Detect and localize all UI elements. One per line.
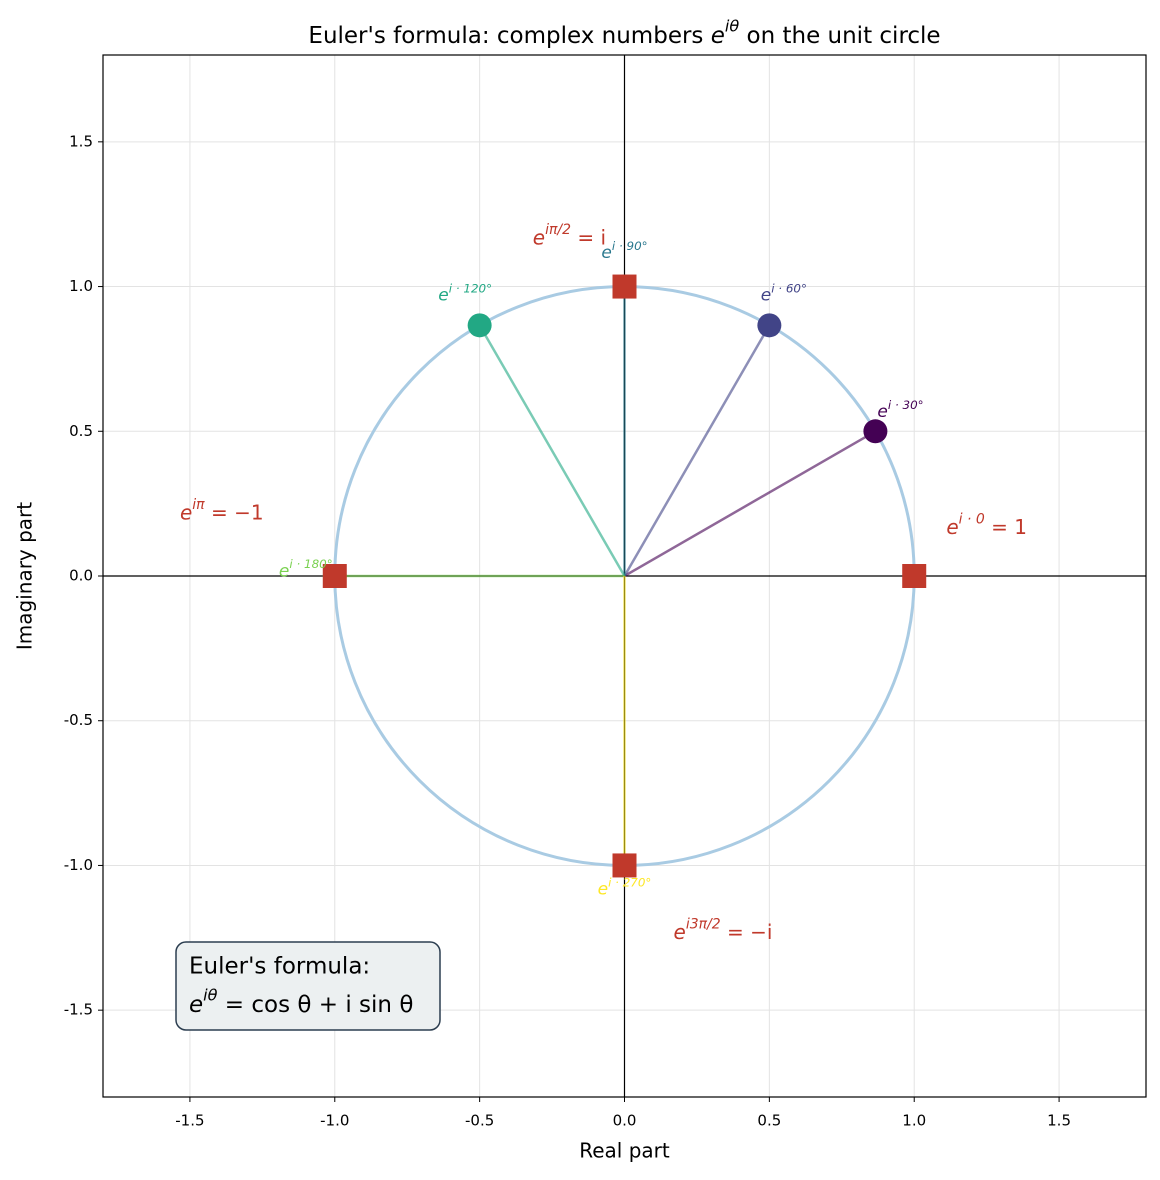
vector-label-base: e [279, 561, 289, 581]
special-label-base: e [946, 514, 958, 538]
vector-arrow [478, 322, 626, 577]
chart-title: Euler's formula: complex numbers eiθ on … [308, 16, 940, 49]
special-label-rest: = −i [721, 920, 773, 944]
vector-label-base: e [438, 286, 448, 306]
x-tick-label: -1.0 [320, 1112, 349, 1130]
y-tick-label: 0.0 [69, 567, 93, 585]
y-tick-label: 1.5 [69, 132, 93, 150]
x-axis-label: Real part [579, 1139, 670, 1163]
formula-box [175, 941, 441, 1031]
special-label: eiπ/2 = i [533, 222, 606, 249]
vector-label-base: e [598, 880, 608, 900]
y-tick-label: -0.5 [64, 711, 93, 729]
vector-label-base: e [877, 402, 887, 422]
special-label: eiπ = −1 [180, 497, 264, 524]
vector-label-sup: i · 60° [771, 281, 807, 295]
vector-label: ei · 120° [438, 281, 492, 306]
chart-title-lead: Euler's formula: complex numbers [308, 23, 710, 49]
special-label-base: e [674, 920, 686, 944]
formula-heading: Euler's formula: [189, 954, 370, 980]
special-point [902, 564, 927, 588]
vector-label-base: e [761, 286, 771, 306]
vector-label-sup: i · 30° [888, 397, 924, 411]
special-label-base: e [533, 225, 545, 249]
y-tick-label: 0.5 [69, 422, 93, 440]
special-label-rest: = −1 [205, 500, 264, 524]
special-label-sup: i · 0 [959, 512, 985, 528]
special-label: ei3π/2 = −i [674, 917, 773, 944]
formula-text-rest: = cos θ + i sin θ [217, 992, 413, 1018]
special-label-sup: iπ/2 [545, 222, 571, 238]
vector-point [863, 419, 888, 444]
special-label-sup: i3π/2 [686, 917, 721, 933]
special-label-rest: = i [571, 225, 606, 249]
vector-arrow [623, 322, 771, 577]
y-tick-label: -1.5 [64, 1001, 93, 1019]
chart-title-sup: iθ [725, 16, 739, 35]
special-label-rest: = 1 [985, 514, 1027, 538]
vector-label: ei · 90° [601, 238, 647, 263]
chart-title-base: e [711, 23, 725, 49]
y-axis-label: Imaginary part [13, 502, 37, 650]
formula-text-sup: iθ [203, 985, 217, 1004]
special-point [322, 564, 347, 588]
vector-label: ei · 270° [598, 875, 652, 900]
vector-point [467, 313, 492, 338]
vector-label-sup: i · 90° [612, 238, 648, 252]
vector-label-sup: i · 120° [449, 281, 492, 295]
x-tick-label: 1.5 [1047, 1112, 1071, 1130]
vector-label-sup: i · 270° [608, 875, 651, 889]
x-tick-label: 0.5 [757, 1112, 781, 1130]
vector-label: ei · 180° [279, 557, 333, 582]
special-point [612, 274, 637, 299]
chart-title-rest: on the unit circle [739, 23, 940, 49]
x-tick-label: 0.0 [613, 1112, 637, 1130]
formula-text: eiθ = cos θ + i sin θ [189, 985, 413, 1018]
special-point [612, 853, 637, 878]
plot-frame [102, 54, 1147, 1098]
special-label-sup: iπ [192, 497, 205, 513]
vector-label-sup: i · 180° [289, 557, 332, 571]
x-tick-label: -1.5 [175, 1112, 204, 1130]
vector-arrow [623, 429, 878, 578]
x-tick-label: 1.0 [902, 1112, 926, 1130]
special-label: ei · 0 = 1 [946, 512, 1027, 539]
formula-text-base: e [189, 992, 203, 1018]
vector-label: ei · 30° [877, 397, 923, 422]
y-tick-label: -1.0 [64, 856, 93, 874]
vector-label-base: e [601, 243, 611, 263]
special-label-base: e [180, 500, 192, 524]
vector-point [757, 313, 782, 338]
y-tick-label: 1.0 [69, 277, 93, 295]
vector-label: ei · 60° [761, 281, 807, 306]
x-tick-label: -0.5 [465, 1112, 494, 1130]
